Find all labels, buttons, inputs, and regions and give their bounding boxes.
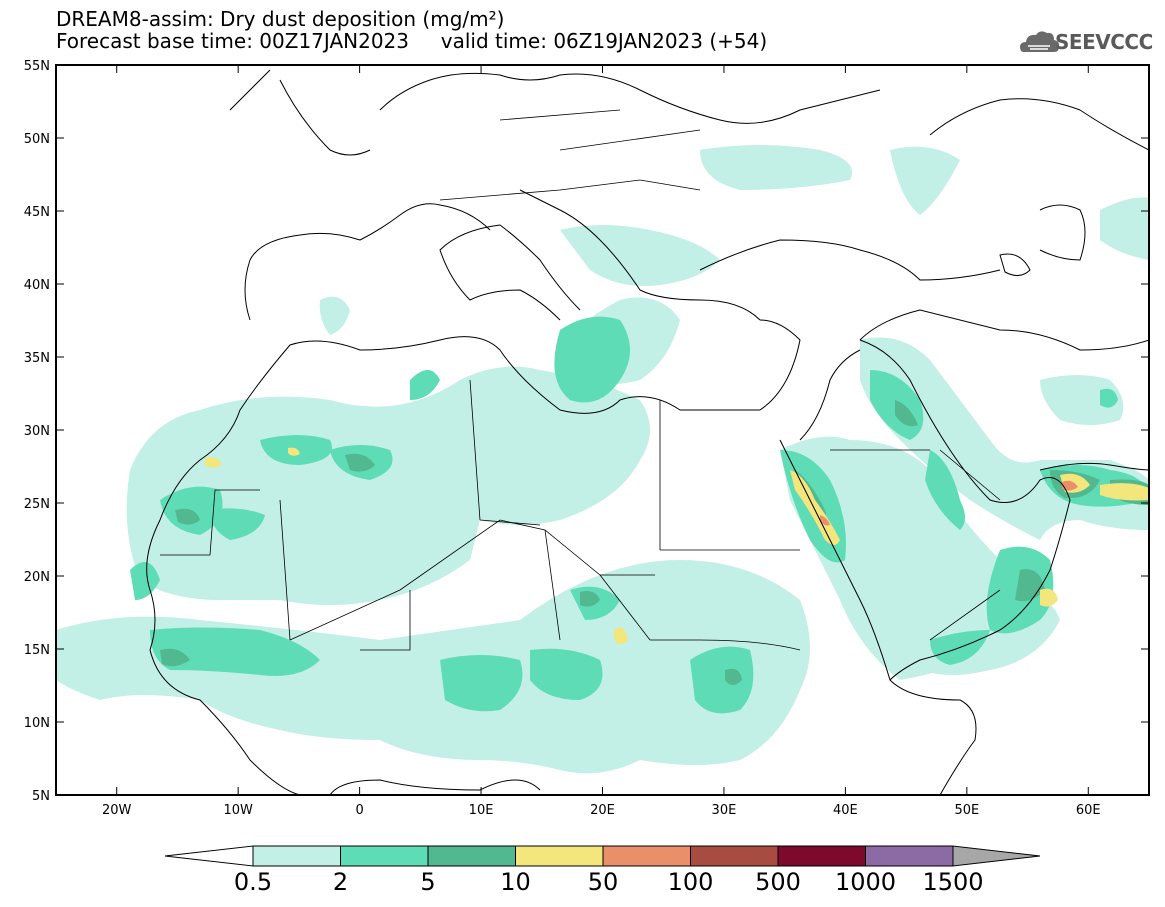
longitude-axis: 20W 10W 0 10E 20E 30E 40E 50E 60E <box>102 65 1101 818</box>
colorbar-segment <box>252 845 341 867</box>
colorbar-label: 0.5 <box>233 868 273 896</box>
colorbar <box>164 845 1041 867</box>
colorbar-over-arrow <box>952 845 1041 867</box>
lon-tick-label: 30E <box>712 803 737 818</box>
cloud-icon <box>1020 31 1060 52</box>
colorbar-label: 5 <box>420 868 436 896</box>
lat-tick-label: 5N <box>32 789 50 804</box>
lat-tick-label: 15N <box>24 643 50 658</box>
lat-tick-label: 10N <box>24 716 50 731</box>
lat-tick-label: 20N <box>24 570 50 585</box>
lat-tick-label: 35N <box>24 351 50 366</box>
lon-tick-label: 60E <box>1076 803 1101 818</box>
borders <box>160 109 1001 651</box>
colorbar-segment <box>427 845 516 867</box>
lon-tick-label: 50E <box>954 803 979 818</box>
map-title-line1: DREAM8-assim: Dry dust deposition (mg/m²… <box>56 7 505 31</box>
lon-tick-label: 10W <box>223 803 253 818</box>
colorbar-label: 500 <box>755 868 801 896</box>
colorbar-segment <box>690 845 779 867</box>
lon-tick-label: 10E <box>469 803 494 818</box>
lat-tick-label: 30N <box>24 424 50 439</box>
lat-tick-label: 55N <box>24 59 50 74</box>
lon-tick-label: 20E <box>590 803 615 818</box>
lon-tick-label: 0 <box>355 803 363 818</box>
colorbar-label: 2 <box>332 868 349 896</box>
colorbar-under-arrow <box>164 845 254 867</box>
lon-tick-label: 20W <box>102 803 132 818</box>
lat-tick-label: 50N <box>24 132 50 147</box>
logo-text: SEEVCCC <box>1055 30 1153 54</box>
colorbar-segment <box>865 845 954 867</box>
colorbar-segment <box>777 845 866 867</box>
lat-tick-label: 45N <box>24 205 50 220</box>
colorbar-label: 50 <box>587 868 619 896</box>
colorbar-segment <box>515 845 604 867</box>
latitude-axis: 55N 50N 45N 40N 35N 30N 25N 20N 15N 10N 5N <box>24 59 1149 804</box>
map-title-line2: Forecast base time: 00Z17JAN2023 valid t… <box>56 29 768 53</box>
coastlines <box>146 69 1149 795</box>
lat-tick-label: 25N <box>24 497 50 512</box>
deposition-shading <box>56 145 1149 774</box>
colorbar-label: 10 <box>500 868 531 896</box>
lat-tick-label: 40N <box>24 278 50 293</box>
colorbar-segment <box>602 845 691 867</box>
colorbar-label: 1000 <box>834 868 897 896</box>
colorbar-segment <box>340 845 429 867</box>
lon-tick-label: 40E <box>833 803 858 818</box>
colorbar-label: 100 <box>667 868 714 896</box>
colorbar-label: 1500 <box>922 868 984 896</box>
